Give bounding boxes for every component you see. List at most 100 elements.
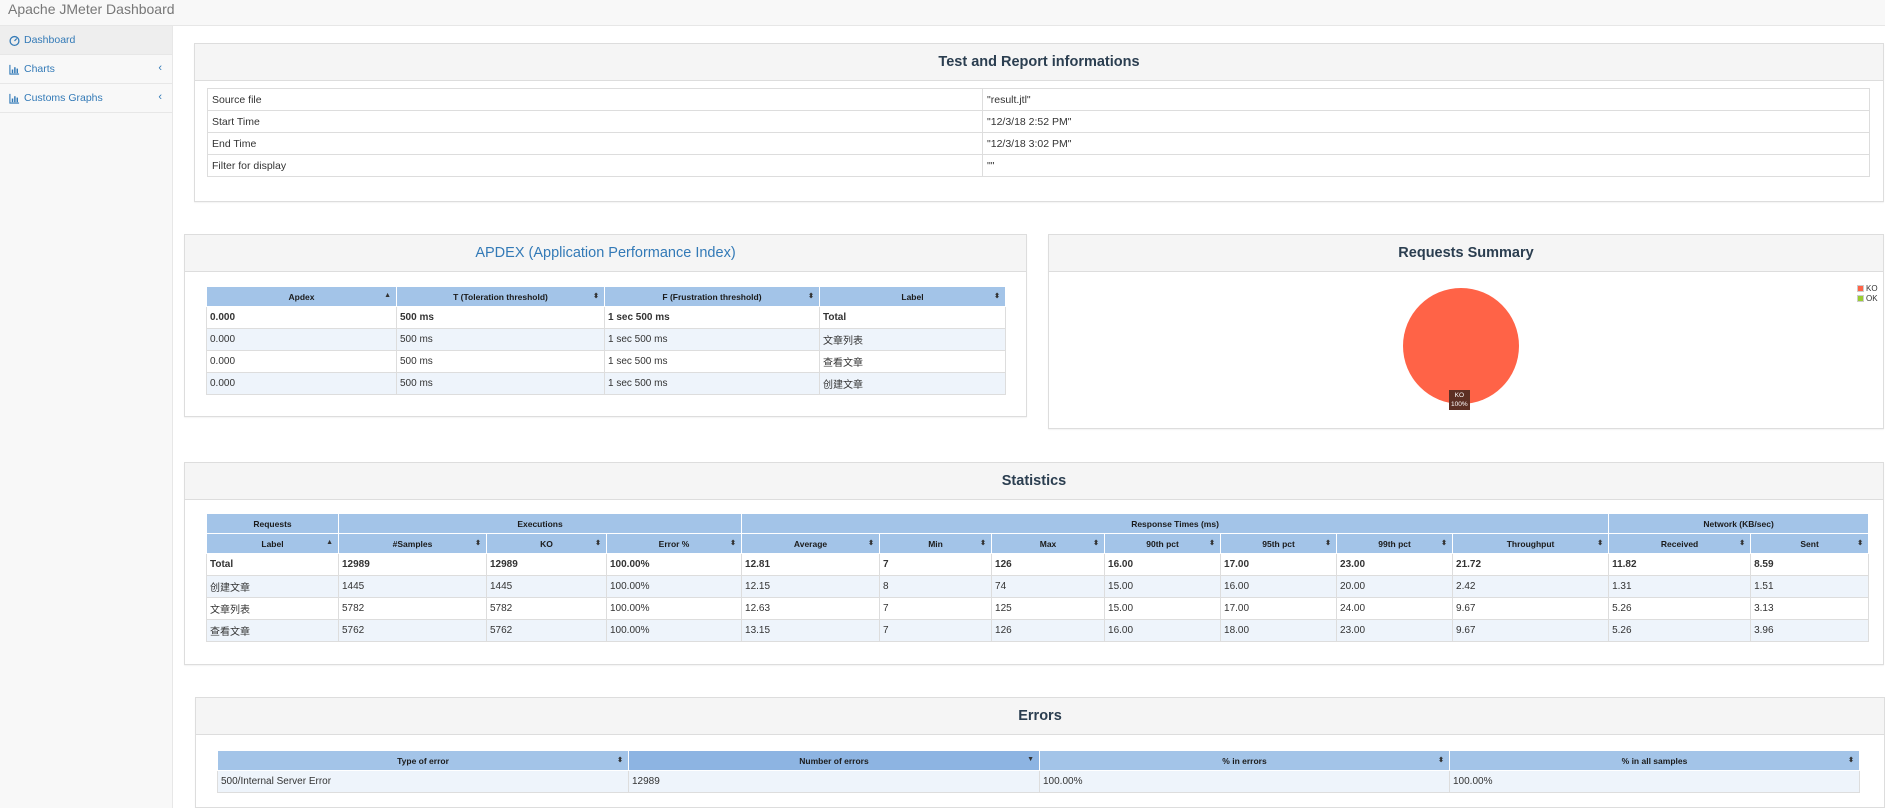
- sort-icon: ⬍: [980, 540, 987, 547]
- sort-icon: ⬍: [1441, 540, 1448, 547]
- cell: 12989: [338, 553, 487, 576]
- column-header-f[interactable]: F (Frustration threshold) ⬍: [604, 286, 820, 307]
- sidebar-item-label: Customs Graphs: [24, 92, 103, 104]
- cell: 1445: [486, 575, 607, 598]
- pie-slice-ko[interactable]: [1403, 288, 1519, 404]
- column-header[interactable]: Received ⬍: [1608, 533, 1752, 554]
- cell: 1 sec 500 ms: [604, 372, 820, 395]
- cell: 12989: [486, 553, 607, 576]
- column-header-t[interactable]: T (Toleration threshold) ⬍: [396, 286, 605, 307]
- sidebar-item-dashboard[interactable]: Dashboard: [0, 26, 172, 55]
- panel-title: Requests Summary: [1049, 235, 1883, 272]
- sort-icon: ⬍: [1325, 540, 1332, 547]
- column-header[interactable]: Error % ⬍: [605, 533, 743, 554]
- table-row: 文章列表 5782 5782 100.00% 12.63 7 125 15.00 17.00 24…: [206, 597, 1870, 620]
- table-row: 查看文章 5762 5762 100.00% 13.15 7 126 16.00 18.00 23…: [206, 619, 1870, 642]
- info-key: End Time: [207, 132, 983, 155]
- cell: Total: [206, 553, 339, 576]
- column-header[interactable]: Average ⬍: [741, 533, 881, 554]
- cell: 24.00: [1336, 597, 1454, 620]
- column-header-label: F (Frustration threshold): [662, 291, 762, 302]
- cell: 20.00: [1336, 575, 1454, 598]
- column-header-label: Apdex: [288, 291, 315, 302]
- cell: 500 ms: [396, 350, 605, 373]
- sort-asc-icon: ▲: [326, 539, 333, 546]
- sort-icon: ⬍: [868, 540, 875, 547]
- column-header[interactable]: #Samples ⬍: [338, 533, 487, 554]
- column-header[interactable]: Max ⬍: [991, 533, 1106, 554]
- sort-icon: ⬍: [595, 540, 601, 547]
- requests-summary-pie-chart: [1403, 288, 1519, 404]
- column-header-label: % in errors: [1222, 755, 1267, 766]
- cell: 15.00: [1104, 575, 1222, 598]
- cell: 500 ms: [396, 328, 605, 351]
- legend-swatch: [1857, 294, 1864, 302]
- table-row: Total 12989 12989 100.00% 12.81 7 126 16.00 17.0…: [206, 553, 1870, 576]
- chevron-left-icon[interactable]: ‹: [158, 91, 162, 103]
- statistics-panel: Statistics Requests Executions Response …: [184, 462, 1884, 665]
- cell: 0.000: [206, 350, 397, 373]
- sort-icon: ⬍: [475, 540, 481, 547]
- cell: 文章列表: [206, 597, 339, 620]
- column-header[interactable]: Throughput ⬍: [1452, 533, 1610, 554]
- column-header-label: Average: [793, 538, 828, 549]
- column-header[interactable]: 99th pct ⬍: [1336, 533, 1454, 554]
- chevron-left-icon[interactable]: ‹: [158, 62, 162, 74]
- bar-chart-icon: [9, 64, 20, 75]
- column-header-percent-in-all-samples[interactable]: % in all samples ⬍: [1449, 750, 1860, 771]
- column-header[interactable]: Min ⬍: [879, 533, 993, 554]
- cell: 21.72: [1452, 553, 1610, 576]
- cell: 5.26: [1608, 597, 1752, 620]
- column-header-label: Number of errors: [799, 755, 869, 766]
- cell: 7: [879, 597, 993, 620]
- cell: 100.00%: [605, 597, 743, 620]
- column-header[interactable]: 90th pct ⬍: [1104, 533, 1222, 554]
- table-row: 0.000 500 ms 1 sec 500 ms 查看文章: [206, 350, 1006, 373]
- slice-name: KO: [1454, 392, 1465, 399]
- cell: 100.00%: [605, 619, 743, 642]
- cell: 3.13: [1750, 597, 1870, 620]
- cell: 0.000: [206, 328, 397, 351]
- cell: 125: [991, 597, 1106, 620]
- cell: 5782: [486, 597, 607, 620]
- sort-icon: ⬍: [1438, 757, 1444, 764]
- info-key: Start Time: [207, 110, 983, 133]
- cell: 18.00: [1220, 619, 1338, 642]
- sidebar-item-charts[interactable]: Charts ‹: [0, 55, 172, 84]
- column-header-number-of-errors[interactable]: Number of errors ▼: [628, 750, 1040, 771]
- info-value: "12/3/18 2:52 PM": [982, 110, 1870, 133]
- sidebar-item-customs-graphs[interactable]: Customs Graphs ‹: [0, 84, 172, 113]
- column-header-apdex[interactable]: Apdex ▲: [206, 286, 397, 307]
- column-header-label[interactable]: Label ⬍: [819, 286, 1006, 307]
- app-title[interactable]: Apache JMeter Dashboard: [8, 1, 175, 17]
- legend-item-ko[interactable]: KO: [1857, 283, 1878, 293]
- cell: 创建文章: [819, 372, 1006, 395]
- group-header-requests: Requests: [206, 513, 339, 534]
- column-header[interactable]: 95th pct ⬍: [1220, 533, 1338, 554]
- cell: 12989: [628, 770, 1040, 793]
- report-info-panel: Test and Report informations Source file…: [194, 43, 1884, 202]
- top-navbar: Apache JMeter Dashboard: [0, 0, 1885, 26]
- group-header-executions: Executions: [337, 513, 743, 534]
- errors-table: Type of error ⬍ Number of errors ▼ % in er…: [217, 750, 1860, 793]
- cell: Total: [819, 306, 1006, 329]
- cell: 5762: [338, 619, 487, 642]
- cell: 126: [991, 619, 1106, 642]
- column-header[interactable]: Sent ⬍: [1750, 533, 1870, 554]
- table-row: Start Time "12/3/18 2:52 PM": [207, 110, 1870, 133]
- cell: 创建文章: [206, 575, 339, 598]
- slice-percent: 100%: [1451, 401, 1468, 408]
- panel-title: APDEX (Application Performance Index): [185, 235, 1026, 272]
- cell: 126: [991, 553, 1106, 576]
- pie-legend: KO OK: [1857, 283, 1878, 303]
- table-row: 0.000 500 ms 1 sec 500 ms Total: [206, 306, 1006, 329]
- cell: 100.00%: [1039, 770, 1450, 793]
- column-header[interactable]: Label ▲: [206, 533, 339, 554]
- column-header-type-of-error[interactable]: Type of error ⬍: [217, 750, 629, 771]
- cell: 100.00%: [605, 575, 743, 598]
- cell: 12.15: [741, 575, 881, 598]
- legend-item-ok[interactable]: OK: [1857, 293, 1878, 303]
- column-header-label: Sent: [1800, 538, 1819, 549]
- column-header-percent-in-errors[interactable]: % in errors ⬍: [1039, 750, 1450, 771]
- column-header[interactable]: KO ⬍: [486, 533, 607, 554]
